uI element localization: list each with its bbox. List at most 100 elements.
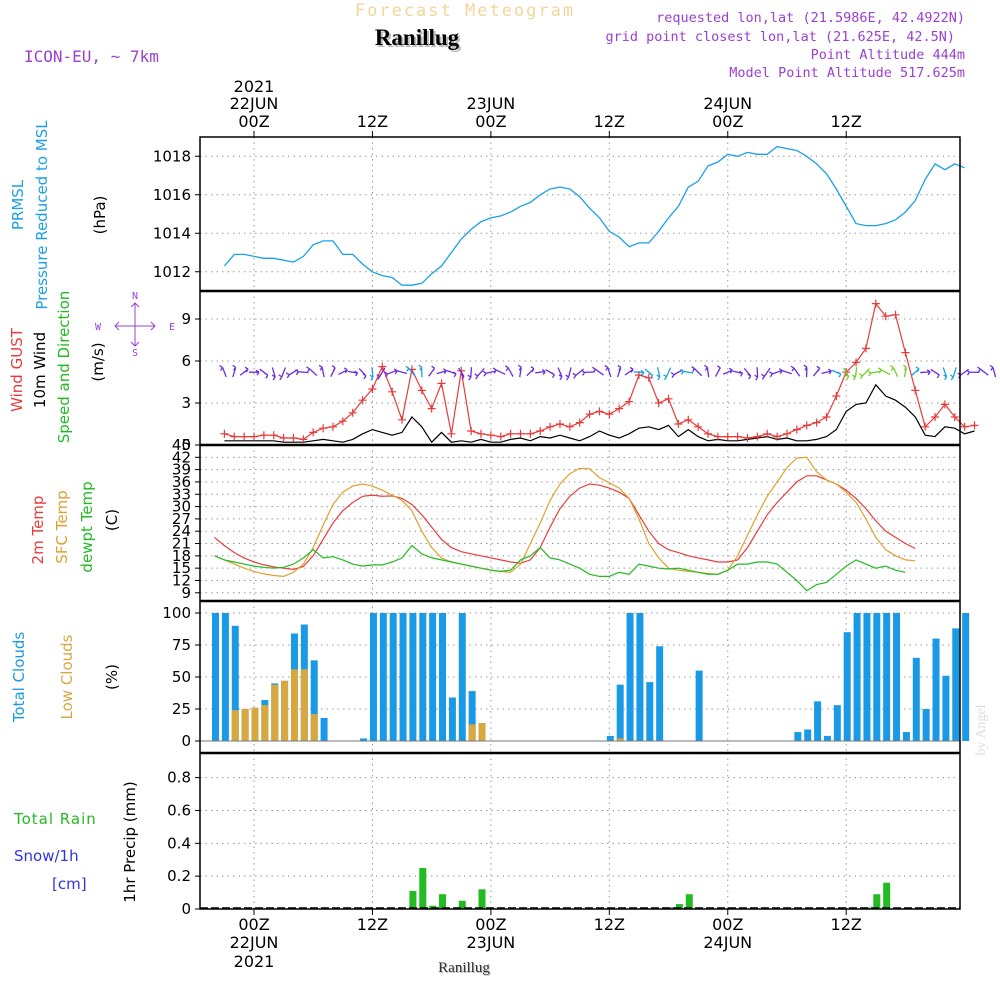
rain-bar — [419, 867, 427, 909]
gust-marker — [625, 397, 634, 406]
wind-direction-arrow — [338, 367, 348, 376]
total-cloud-bar — [695, 670, 703, 741]
subtitle: Forecast Meteogram — [355, 1, 575, 21]
wind-direction-arrow — [376, 367, 386, 380]
total-cloud-bar — [369, 613, 377, 741]
gust-marker — [940, 400, 949, 409]
gust-marker — [269, 431, 278, 440]
rain-bar — [883, 882, 891, 909]
wind-direction-arrow — [633, 369, 645, 376]
gust-marker — [319, 424, 328, 433]
gust-marker — [684, 415, 693, 424]
gust-marker — [960, 422, 969, 431]
wind-direction-arrow — [358, 368, 367, 380]
total-cloud-bar — [942, 675, 950, 741]
total-cloud-bar — [458, 613, 466, 741]
total-cloud-bar — [843, 632, 851, 741]
wind-direction-arrow — [703, 364, 710, 378]
wind-direction-arrow — [517, 364, 522, 378]
gust-marker — [575, 418, 584, 427]
total-cloud-bar — [409, 613, 417, 741]
gust-marker — [713, 432, 722, 441]
total-cloud-bar — [320, 717, 328, 741]
top-date-label: 22JUN — [230, 94, 279, 113]
cloud-label-1: Total Clouds — [10, 632, 28, 724]
gust-marker — [279, 434, 288, 442]
wind-direction-arrow — [232, 364, 237, 378]
location-title: Ranillug — [375, 25, 460, 50]
temp-label-2: SFC Temp — [53, 490, 71, 563]
gust-marker — [536, 427, 545, 435]
wind-direction-arrow — [458, 367, 465, 380]
footer-location-shadow: Ranillug — [439, 961, 491, 977]
y-tick-label: 100 — [162, 604, 191, 622]
low-cloud-bar — [281, 680, 289, 741]
gust-marker — [704, 429, 713, 438]
low-cloud-bar — [300, 669, 308, 741]
wind-direction-arrow — [384, 369, 398, 378]
cloud-label-2: Low Clouds — [58, 634, 76, 719]
y-tick-label: 0.8 — [167, 769, 191, 787]
y-tick-label: 24 — [172, 522, 191, 540]
wind-direction-arrow — [405, 365, 416, 377]
wind-direction-arrow — [930, 368, 940, 379]
wind-direction-arrow — [306, 366, 318, 377]
wind-direction-arrow — [545, 369, 555, 379]
gust-marker — [230, 432, 239, 441]
gust-marker — [378, 362, 387, 371]
low-cloud-bar — [251, 707, 259, 741]
y-tick-label: 15 — [172, 559, 191, 577]
gust-marker — [605, 410, 614, 419]
total-cloud-bar — [379, 613, 387, 741]
location-title-shadow: Ranillug — [377, 27, 462, 52]
gust-marker — [259, 431, 268, 440]
bottom-date-label: 24JUN — [703, 933, 752, 952]
wind-direction-arrow — [624, 366, 634, 376]
total-cloud-bar — [606, 735, 614, 741]
wind-direction-arrow — [557, 367, 563, 381]
wind-direction-arrow — [803, 364, 808, 378]
wind-direction-arrow — [859, 368, 870, 380]
gust-marker — [289, 434, 298, 442]
y-tick-label: 42 — [172, 448, 191, 466]
low-cloud-bar — [261, 705, 269, 741]
wind-direction-arrow — [446, 369, 457, 378]
wind-direction-arrow — [271, 367, 276, 381]
gust-marker — [950, 413, 959, 421]
gust-marker — [506, 429, 515, 438]
wind-direction-arrow — [769, 369, 783, 378]
low-cloud-bar — [241, 709, 249, 741]
wind-direction-arrow — [318, 364, 325, 378]
y-tick-label: 0 — [181, 732, 191, 750]
wind-direction-arrow — [942, 367, 948, 381]
y-tick-label: 0 — [181, 436, 191, 454]
wind-direction-arrow — [259, 368, 269, 379]
rain-bar — [685, 894, 693, 909]
gust-marker — [694, 422, 703, 431]
gust-marker — [328, 422, 337, 431]
top-date-label: 24JUN — [703, 94, 752, 113]
wind-direction-arrow — [565, 367, 572, 381]
total-cloud-bar — [646, 682, 654, 741]
wind-direction-arrow — [278, 367, 287, 381]
top-hour-label: 00Z — [712, 112, 743, 131]
wind-direction-arrow — [966, 369, 980, 376]
gust-marker — [526, 429, 535, 438]
y-tick-label: 45 — [172, 436, 191, 454]
wind-direction-arrow — [754, 367, 759, 381]
gust-marker — [733, 432, 742, 441]
wind-direction-arrow — [920, 369, 931, 376]
wind-direction-arrow — [656, 367, 661, 381]
temp-sfc-line — [214, 456, 916, 578]
total-cloud-bar — [231, 625, 239, 741]
temp-labels: 2m Temp SFC Temp dewpt Temp (C) — [29, 481, 121, 572]
temp-label-3: dewpt Temp — [78, 481, 96, 572]
gust-marker — [773, 432, 782, 441]
total-cloud-bar — [439, 613, 447, 741]
pressure-label-2: Pressure Reduced to MSL — [33, 120, 51, 310]
gust-marker — [309, 428, 318, 437]
y-tick-label: 6 — [181, 352, 191, 370]
gust-marker — [437, 379, 446, 388]
top-hour-label: 12Z — [594, 112, 625, 131]
